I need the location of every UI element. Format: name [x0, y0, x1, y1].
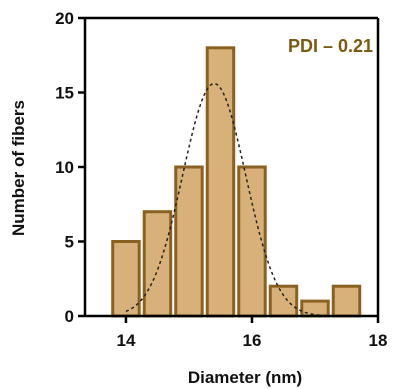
histogram-bar	[237, 165, 267, 318]
y-tick-label: 10	[55, 158, 74, 177]
histogram-bar	[300, 299, 330, 318]
y-tick-label: 0	[65, 307, 74, 326]
histogram-bar	[331, 284, 362, 318]
y-tick-label: 15	[55, 84, 74, 103]
x-axis-label: Diameter (nm)	[188, 368, 302, 387]
pdi-annotation: PDI – 0.21	[288, 36, 373, 56]
histogram-bar	[174, 165, 204, 318]
y-tick-label: 5	[65, 233, 74, 252]
y-tick-label: 20	[55, 9, 74, 28]
x-tick-label: 14	[116, 331, 135, 350]
gaussian-fit-curve	[125, 82, 347, 317]
x-tick-label: 18	[369, 331, 388, 350]
histogram-bar	[111, 240, 141, 318]
histogram-bar	[268, 284, 299, 318]
y-axis-label: Number of fibers	[9, 100, 28, 236]
histogram-bar	[142, 210, 173, 318]
x-tick-label: 16	[243, 331, 262, 350]
ticks-group: 0 5 10 15 20 14 16 18	[55, 9, 387, 350]
bars-group	[111, 46, 362, 318]
